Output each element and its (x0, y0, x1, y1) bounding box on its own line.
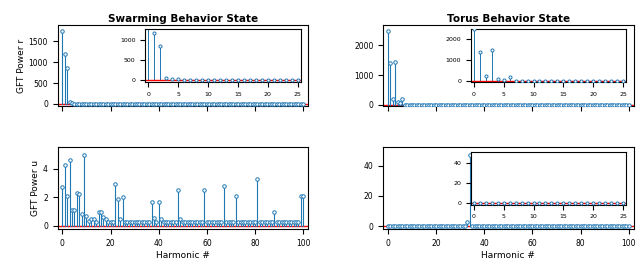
Y-axis label: GFT Power r: GFT Power r (17, 38, 26, 93)
Title: Swarming Behavior State: Swarming Behavior State (108, 14, 258, 24)
X-axis label: Harmonic #: Harmonic # (481, 251, 535, 260)
X-axis label: Harmonic #: Harmonic # (156, 251, 210, 260)
Title: Torus Behavior State: Torus Behavior State (447, 14, 570, 24)
Y-axis label: GFT Power u: GFT Power u (31, 160, 40, 216)
